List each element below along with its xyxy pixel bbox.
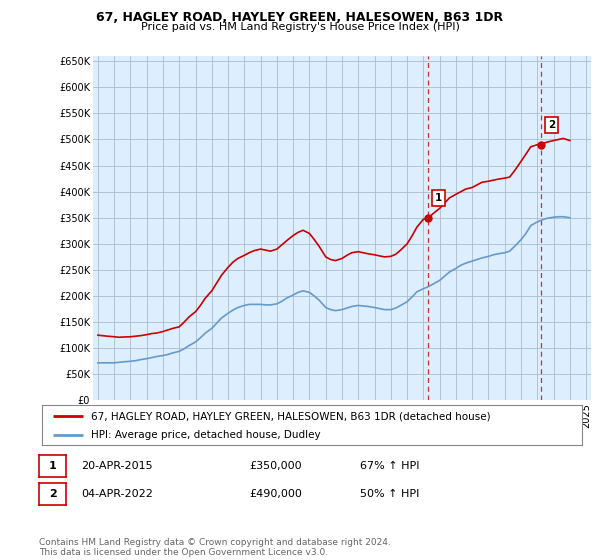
Text: Contains HM Land Registry data © Crown copyright and database right 2024.
This d: Contains HM Land Registry data © Crown c… xyxy=(39,538,391,557)
Text: Price paid vs. HM Land Registry's House Price Index (HPI): Price paid vs. HM Land Registry's House … xyxy=(140,22,460,32)
Text: 50% ↑ HPI: 50% ↑ HPI xyxy=(360,489,419,499)
Text: 1: 1 xyxy=(49,461,56,471)
Text: HPI: Average price, detached house, Dudley: HPI: Average price, detached house, Dudl… xyxy=(91,430,320,440)
Text: 67, HAGLEY ROAD, HAYLEY GREEN, HALESOWEN, B63 1DR: 67, HAGLEY ROAD, HAYLEY GREEN, HALESOWEN… xyxy=(97,11,503,24)
Text: 04-APR-2022: 04-APR-2022 xyxy=(81,489,153,499)
Text: 67, HAGLEY ROAD, HAYLEY GREEN, HALESOWEN, B63 1DR (detached house): 67, HAGLEY ROAD, HAYLEY GREEN, HALESOWEN… xyxy=(91,411,490,421)
Text: £490,000: £490,000 xyxy=(249,489,302,499)
Text: 67% ↑ HPI: 67% ↑ HPI xyxy=(360,461,419,471)
Text: £350,000: £350,000 xyxy=(249,461,302,471)
Text: 2: 2 xyxy=(49,489,56,499)
Text: 20-APR-2015: 20-APR-2015 xyxy=(81,461,152,471)
Text: 1: 1 xyxy=(435,193,442,203)
Text: 2: 2 xyxy=(548,120,555,130)
